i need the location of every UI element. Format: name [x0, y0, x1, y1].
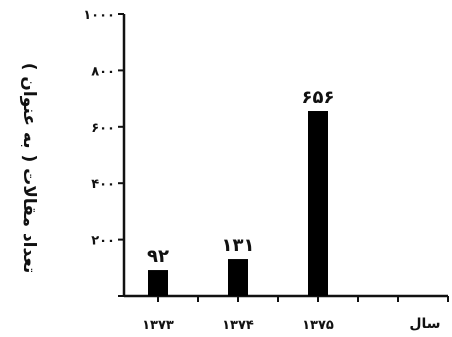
bar-value-label: ۶۵۶: [302, 87, 335, 108]
x-ticks: ۱۳۷۳ ۱۳۷۴ ۱۳۷۵: [142, 296, 449, 333]
axes: [122, 14, 448, 298]
bar: [148, 270, 168, 296]
bar-value-label: ۱۳۱: [222, 235, 255, 256]
y-tick-label: ۱۰۰۰: [83, 8, 115, 23]
y-tick-label: ۴۰۰: [91, 177, 115, 192]
bars: [148, 111, 328, 297]
x-tick-label: ۱۳۷۳: [142, 318, 174, 333]
y-ticks: ۲۰۰ ۴۰۰ ۶۰۰ ۸۰۰ ۱۰۰۰: [83, 8, 124, 297]
y-tick-label: ۲۰۰: [91, 234, 115, 249]
bar: [308, 111, 328, 297]
x-axis-title: سال: [409, 316, 440, 332]
x-tick-label: ۱۳۷۴: [222, 318, 254, 333]
bar: [228, 259, 248, 296]
bar-value-label: ۹۲: [147, 246, 169, 267]
y-tick-label: ۶۰۰: [91, 121, 115, 136]
y-axis-title: تعداد مقالات ( به عنوان ): [19, 63, 39, 274]
data-labels: ۹۲ ۱۳۱ ۶۵۶: [147, 87, 334, 267]
x-tick-label: ۱۳۷۵: [302, 318, 334, 333]
y-tick-label: ۸۰۰: [91, 64, 115, 79]
